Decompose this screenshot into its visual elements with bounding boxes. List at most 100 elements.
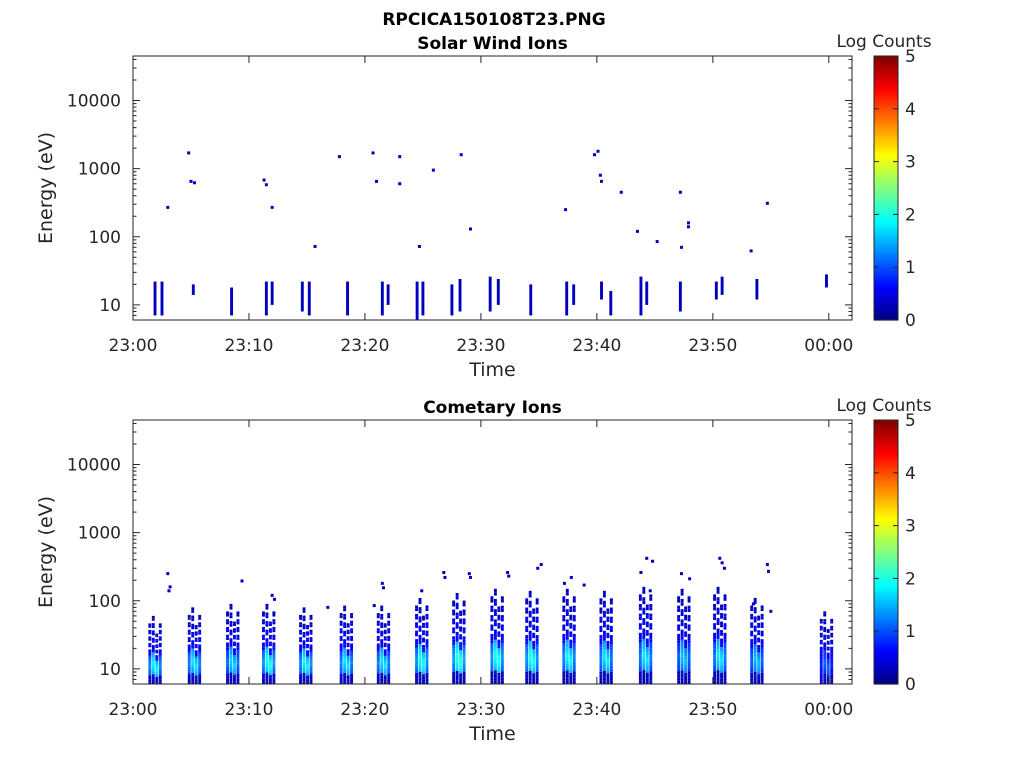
burst-cell [720,661,723,665]
colorbar-segment [874,122,898,126]
burst-cell [490,624,494,628]
burst-cell [194,631,198,634]
burst-cell [418,607,422,611]
burst-cell [268,621,272,624]
burst-cell [500,671,504,675]
burst-cell [565,677,569,681]
burst-cell [148,645,152,648]
burst-cell [387,630,391,634]
colorbar-segment [874,303,898,308]
burst-cell [452,651,456,655]
burst-cell [500,649,504,653]
burst-column [307,281,311,316]
burst-cell [750,625,754,628]
burst-cell [229,646,233,650]
burst-cell [422,679,425,682]
count-dot [459,153,463,157]
burst-cell [148,638,152,641]
burst-cell [191,615,195,619]
burst-cell [155,682,159,684]
burst-cell [452,675,456,679]
burst-cell [500,680,504,684]
burst-cell [606,624,610,628]
burst-cell [684,667,688,671]
burst-cell [233,666,236,669]
burst-cell [649,677,653,681]
burst-cell [233,681,236,684]
burst-cell [490,637,494,641]
burst-cell [302,659,306,663]
burst-cell [425,664,429,668]
burst-cell [262,676,265,679]
burst-cell [455,635,459,639]
burst-cell [720,647,723,650]
burst-cell [493,602,497,606]
colorbar-tick-label: 1 [905,622,916,642]
burst-cell [346,675,350,678]
burst-cell [609,607,613,611]
burst-cell [418,637,422,641]
x-tick-label: 23:30 [456,700,505,720]
count-dot [467,572,471,576]
burst-cell [826,670,830,673]
burst-cell [565,653,569,657]
burst-cell [753,601,757,605]
burst-cell [350,681,354,684]
burst-cell [720,666,723,670]
burst-cell [380,633,384,637]
burst-cell [452,603,456,607]
burst-cell [528,657,532,661]
burst-cell [459,673,463,677]
burst-cell [306,679,309,682]
burst-cell [562,655,566,659]
burst-cell [299,656,303,660]
burst-cell [236,663,240,666]
burst-column [270,281,274,305]
burst-cell [493,632,497,637]
burst-cell [455,631,459,636]
burst-cell [569,656,573,660]
burst-cell [425,633,429,637]
burst-cell [638,603,642,608]
burst-cell [343,644,347,648]
burst-cell [532,678,536,682]
burst-cell [415,644,418,648]
burst-cell [532,632,536,636]
burst-cell [452,648,456,652]
burst-cell [684,678,688,682]
burst-cell [532,681,536,684]
burst-cell [500,662,504,666]
burst-cell [376,615,380,619]
burst-cell [562,668,566,672]
burst-cell [236,611,240,615]
burst-cell [268,652,272,656]
burst-cell [452,630,456,634]
burst-cell [642,635,646,639]
burst-cell [528,664,532,668]
burst-column [600,281,603,300]
burst-cell [306,625,309,628]
burst-cell [826,664,830,667]
burst-cell [306,665,309,668]
burst-cell [151,623,155,626]
burst-cell [645,613,649,616]
burst-cell [462,648,466,652]
burst-cell [757,664,761,667]
burst-cell [826,648,830,651]
colorbar-segment [874,263,898,268]
count-dot [645,556,649,560]
burst-cell [418,665,422,669]
burst-cell [350,646,354,649]
burst-cell [187,666,191,670]
colorbar-segment [874,660,898,665]
burst-cell [418,619,422,623]
burst-cell [268,663,272,667]
burst-cell [753,625,757,629]
burst-cell [609,674,613,678]
burst-cell [713,664,717,668]
burst-cell [262,652,265,656]
burst-cell [226,655,229,659]
x-tick-label: 00:00 [804,700,853,720]
burst-cell [198,674,202,677]
